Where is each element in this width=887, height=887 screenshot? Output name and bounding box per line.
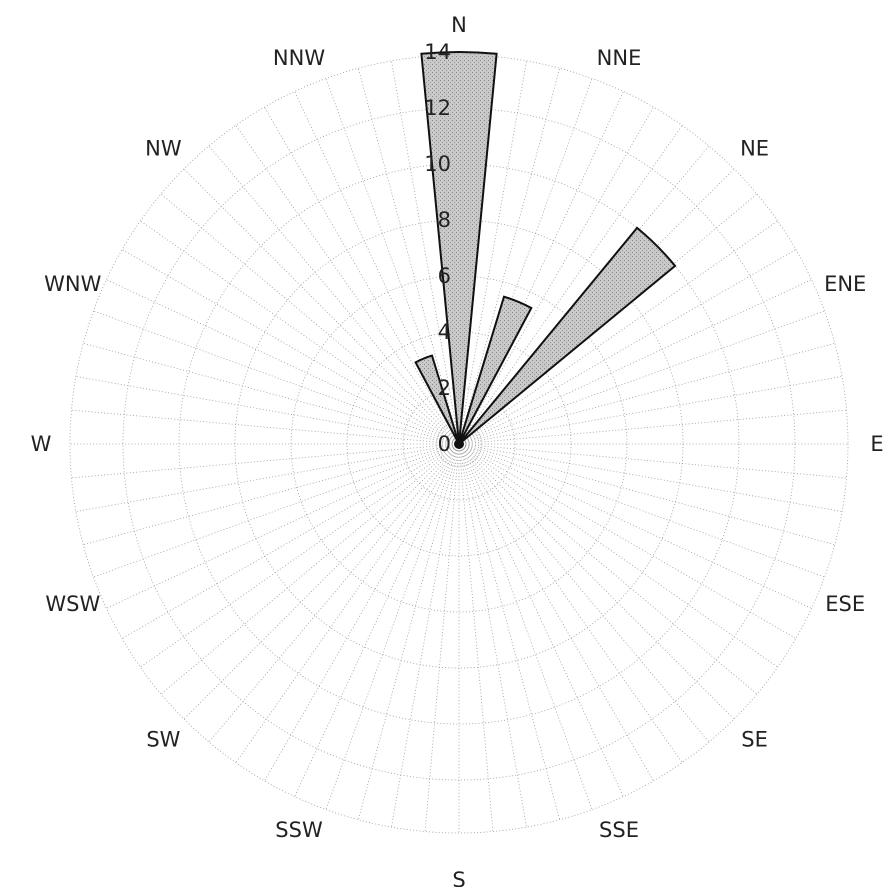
direction-label-e: E xyxy=(870,432,883,456)
grid-spoke xyxy=(458,443,758,695)
direction-label-nw: NW xyxy=(145,136,182,160)
center-marker xyxy=(454,439,464,449)
polar-grid xyxy=(69,54,849,834)
grid-spoke xyxy=(93,310,460,445)
grid-spoke xyxy=(458,60,527,445)
grid-spoke xyxy=(424,443,460,832)
grid-spoke xyxy=(458,443,797,639)
radial-tick-label: 2 xyxy=(438,376,451,400)
direction-label-ese: ESE xyxy=(825,592,865,616)
grid-spoke xyxy=(235,443,460,763)
grid-spoke xyxy=(458,68,561,445)
direction-label-sse: SSE xyxy=(599,818,639,842)
grid-spoke xyxy=(458,279,812,445)
grid-spoke xyxy=(458,443,494,832)
grid-spoke xyxy=(208,145,460,445)
grid-spoke xyxy=(458,409,847,445)
grid-ring xyxy=(402,387,516,501)
grid-spoke xyxy=(458,106,654,445)
grid-spoke xyxy=(75,443,460,512)
radial-tick-labels: 0 2 4 6 8 10 12 14 xyxy=(424,40,451,456)
rose-bar-nnw xyxy=(414,354,460,445)
radial-tick-label: 4 xyxy=(438,320,451,344)
direction-label-se: SE xyxy=(741,728,768,752)
direction-label-nne: NNE xyxy=(597,46,642,70)
grid-spoke xyxy=(160,193,460,445)
grid-spoke xyxy=(458,443,735,720)
direction-label-ssw: SSW xyxy=(275,818,323,842)
direction-labels: N NNE NE ENE E ESE SE SSE S SSW SW WSW W WNW NW NNW xyxy=(31,13,884,887)
grid-spoke xyxy=(391,60,460,445)
grid-spoke xyxy=(160,443,460,695)
grid-ring xyxy=(69,54,849,834)
rose-bar-ne xyxy=(458,226,677,445)
grid-spoke xyxy=(294,443,460,797)
grid-spoke xyxy=(458,443,593,810)
grid-spoke xyxy=(458,443,835,546)
direction-label-ne: NE xyxy=(740,136,769,160)
direction-label-sw: SW xyxy=(146,728,180,752)
grid-spoke xyxy=(458,443,527,828)
grid-spoke xyxy=(264,443,460,782)
grid-spoke xyxy=(458,342,835,445)
grid-spoke xyxy=(208,443,460,743)
grid-spoke xyxy=(121,249,460,445)
grid-spoke xyxy=(183,443,460,720)
grid-spoke xyxy=(264,106,460,445)
grid-spoke xyxy=(121,443,460,639)
direction-label-wnw: WNW xyxy=(44,272,101,296)
direction-label-ene: ENE xyxy=(824,272,866,296)
grid-spoke xyxy=(83,443,460,546)
grid-spoke xyxy=(458,443,683,763)
grid-spoke xyxy=(357,443,460,820)
grid-spoke xyxy=(458,443,847,479)
grid-spoke xyxy=(325,443,460,810)
rose-bar-n xyxy=(420,51,498,445)
grid-spoke xyxy=(140,220,460,445)
grid-spoke xyxy=(357,68,460,445)
radial-tick-label: 10 xyxy=(424,152,451,176)
grid-spoke xyxy=(458,443,778,668)
radial-tick-label: 12 xyxy=(424,96,451,120)
grid-spoke xyxy=(458,125,683,445)
grid-spoke xyxy=(235,125,460,445)
grid-spoke xyxy=(71,443,460,479)
direction-label-s: S xyxy=(452,868,465,887)
radial-tick-label: 6 xyxy=(438,264,451,288)
grid-spoke xyxy=(458,443,561,820)
grid-spoke xyxy=(93,443,460,578)
grid-spoke xyxy=(458,443,825,578)
direction-label-wsw: WSW xyxy=(45,592,100,616)
grid-spoke xyxy=(140,443,460,668)
grid-spoke xyxy=(83,342,460,445)
grid-spoke xyxy=(458,443,843,512)
grid-spoke xyxy=(458,443,654,782)
grid-spoke xyxy=(71,409,460,445)
grid-spoke xyxy=(183,168,460,445)
grid-spoke xyxy=(458,220,778,445)
grid-spoke xyxy=(106,279,460,445)
radial-tick-label: 14 xyxy=(424,40,451,64)
radial-tick-label: 0 xyxy=(438,432,451,456)
grid-spoke xyxy=(458,376,843,445)
rose-bar-nne xyxy=(458,295,533,445)
grid-spoke xyxy=(458,443,624,797)
grid-spoke xyxy=(458,443,812,609)
rose-bars xyxy=(414,51,677,449)
grid-spoke xyxy=(458,310,825,445)
grid-spoke xyxy=(391,443,460,828)
grid-spoke xyxy=(75,376,460,445)
grid-spoke xyxy=(458,443,710,743)
grid-spoke xyxy=(106,443,460,609)
direction-label-w: W xyxy=(31,432,52,456)
direction-label-nnw: NNW xyxy=(273,46,325,70)
direction-label-n: N xyxy=(451,13,467,37)
radial-tick-label: 8 xyxy=(438,208,451,232)
grid-spoke xyxy=(458,249,797,445)
